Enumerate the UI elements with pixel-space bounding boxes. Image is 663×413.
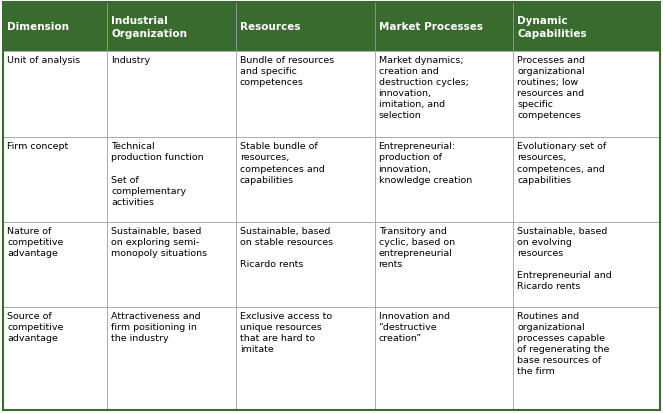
Bar xyxy=(513,307,660,410)
Bar xyxy=(513,52,660,138)
Text: Resources: Resources xyxy=(240,22,300,32)
Bar xyxy=(513,138,660,223)
Bar xyxy=(236,223,375,307)
Text: Transitory and
cyclic, based on
entrepreneurial
rents: Transitory and cyclic, based on entrepre… xyxy=(379,226,455,268)
Text: Sustainable, based
on exploring semi-
monopoly situations: Sustainable, based on exploring semi- mo… xyxy=(111,226,207,258)
Text: Nature of
competitive
advantage: Nature of competitive advantage xyxy=(7,226,64,258)
Text: Sustainable, based
on evolving
resources

Entrepreneurial and
Ricardo rents: Sustainable, based on evolving resources… xyxy=(517,226,612,291)
Text: Routines and
organizational
processes capable
of regenerating the
base resources: Routines and organizational processes ca… xyxy=(517,311,610,375)
Bar xyxy=(3,307,107,410)
Text: Market dynamics;
creation and
destruction cycles;
innovation,
imitation, and
sel: Market dynamics; creation and destructio… xyxy=(379,56,469,120)
Bar xyxy=(3,223,107,307)
Text: Entrepreneurial:
production of
innovation,
knowledge creation: Entrepreneurial: production of innovatio… xyxy=(379,142,472,184)
Bar xyxy=(107,138,236,223)
Bar xyxy=(375,3,513,52)
Bar xyxy=(375,307,513,410)
Text: Dimension: Dimension xyxy=(7,22,69,32)
Text: Attractiveness and
firm positioning in
the industry: Attractiveness and firm positioning in t… xyxy=(111,311,201,342)
Bar xyxy=(3,52,107,138)
Bar xyxy=(236,3,375,52)
Text: Innovation and
“destructive
creation”: Innovation and “destructive creation” xyxy=(379,311,450,342)
Bar xyxy=(3,3,107,52)
Bar xyxy=(375,52,513,138)
Bar xyxy=(236,138,375,223)
Text: Firm concept: Firm concept xyxy=(7,142,68,151)
Bar xyxy=(107,223,236,307)
Text: Sustainable, based
on stable resources

Ricardo rents: Sustainable, based on stable resources R… xyxy=(240,226,333,268)
Bar xyxy=(3,138,107,223)
Bar xyxy=(513,223,660,307)
Text: Evolutionary set of
resources,
competences, and
capabilities: Evolutionary set of resources, competenc… xyxy=(517,142,607,184)
Text: Exclusive access to
unique resources
that are hard to
imitate: Exclusive access to unique resources tha… xyxy=(240,311,332,353)
Text: Technical
production function

Set of
complementary
activities: Technical production function Set of com… xyxy=(111,142,204,206)
Text: Industrial
Organization: Industrial Organization xyxy=(111,16,187,38)
Bar xyxy=(375,138,513,223)
Text: Industry: Industry xyxy=(111,56,151,65)
Text: Processes and
organizational
routines; low
resources and
specific
competences: Processes and organizational routines; l… xyxy=(517,56,585,120)
Text: Source of
competitive
advantage: Source of competitive advantage xyxy=(7,311,64,342)
Text: Market Processes: Market Processes xyxy=(379,22,483,32)
Text: Stable bundle of
resources,
competences and
capabilities: Stable bundle of resources, competences … xyxy=(240,142,325,184)
Bar xyxy=(236,52,375,138)
Text: Dynamic
Capabilities: Dynamic Capabilities xyxy=(517,16,587,38)
Bar xyxy=(107,307,236,410)
Bar xyxy=(236,307,375,410)
Bar xyxy=(513,3,660,52)
Bar xyxy=(375,223,513,307)
Text: Unit of analysis: Unit of analysis xyxy=(7,56,80,65)
Bar xyxy=(107,52,236,138)
Text: Bundle of resources
and specific
competences: Bundle of resources and specific compete… xyxy=(240,56,334,87)
Bar xyxy=(107,3,236,52)
